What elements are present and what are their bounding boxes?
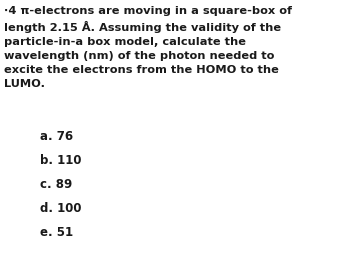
Text: e. 51: e. 51 <box>40 226 73 239</box>
Text: ⋅4 π-electrons are moving in a square-box of
length 2.15 Å. Assuming the validit: ⋅4 π-electrons are moving in a square-bo… <box>4 6 292 89</box>
Text: a. 76: a. 76 <box>40 130 73 143</box>
Text: b. 110: b. 110 <box>40 154 82 167</box>
Text: d. 100: d. 100 <box>40 202 82 215</box>
Text: c. 89: c. 89 <box>40 178 72 191</box>
